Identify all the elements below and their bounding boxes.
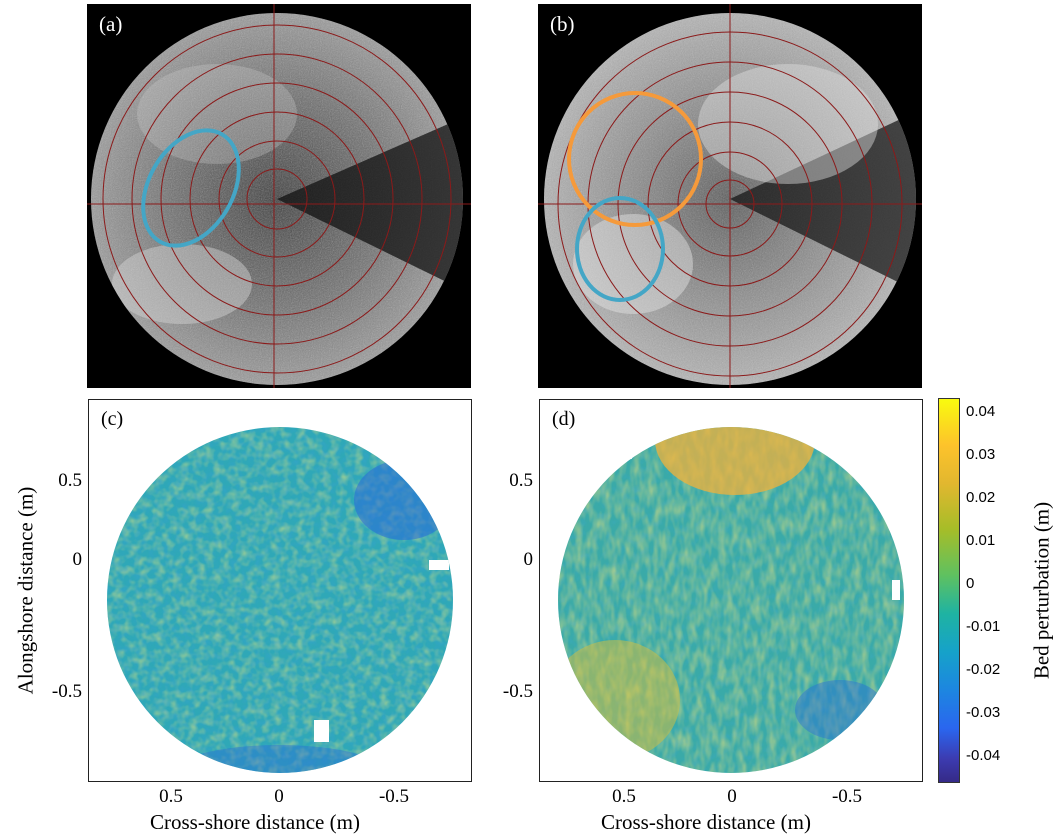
- heatmap-plot-c: [107, 427, 453, 773]
- blue-ellipse: [141, 128, 241, 248]
- colorbar-tick: -0.01: [966, 618, 1001, 635]
- heatmap-d: (d): [539, 399, 923, 782]
- colorbar-tick: -0.04: [966, 747, 1001, 764]
- colorbar-tick: 0.02: [966, 489, 996, 506]
- colorbar-label: Bed perturbation (m): [1029, 501, 1054, 680]
- orange-ellipse: [567, 91, 703, 227]
- blue-ellipse: [575, 196, 665, 302]
- heatmap-c: (c): [88, 399, 472, 782]
- panel-label-a: (a): [99, 12, 123, 36]
- y-tick-d: -0.5: [502, 681, 533, 702]
- y-tick-c: -0.5: [51, 681, 82, 702]
- sonar-plot-a: [87, 4, 471, 388]
- x-axis-title-c: Cross-shore distance (m): [150, 810, 360, 834]
- sonar-plot-b: [538, 4, 922, 388]
- heatmap-plot-d: [558, 427, 904, 773]
- sonar-image-b: (b): [538, 4, 922, 388]
- x-tick-c: 0: [274, 786, 284, 807]
- sonar-shadow: [730, 109, 916, 294]
- x-tick-d: 0.5: [612, 786, 636, 807]
- sonar-image-a: (a): [87, 4, 471, 388]
- x-tick-c: -0.5: [378, 786, 410, 807]
- colorbar-tick: 0.03: [966, 446, 996, 463]
- y-tick-d: 0.5: [509, 470, 533, 491]
- panel-label-c: (c): [101, 408, 124, 430]
- colorbar-tick: -0.02: [966, 661, 1001, 678]
- x-tick-c: 0.5: [159, 786, 183, 807]
- y-tick-d: 0: [523, 549, 534, 570]
- colorbar: [938, 398, 960, 783]
- y-tick-c: 0: [72, 549, 83, 570]
- colorbar-tick: 0.04: [966, 403, 996, 420]
- panel-label-d: (d): [552, 408, 576, 430]
- colorbar-tick: 0.01: [966, 532, 996, 549]
- colorbar-tick: 0: [966, 575, 975, 592]
- y-axis-title: Alongshore distance (m): [13, 486, 38, 695]
- x-tick-d: -0.5: [831, 786, 863, 807]
- y-tick-c: 0.5: [58, 470, 82, 491]
- range-rings: [538, 4, 922, 388]
- colorbar-tick: -0.03: [966, 704, 1001, 721]
- x-tick-d: 0: [727, 786, 737, 807]
- range-rings: [87, 4, 471, 388]
- x-axis-title-d: Cross-shore distance (m): [601, 810, 811, 834]
- panel-label-b: (b): [550, 12, 575, 36]
